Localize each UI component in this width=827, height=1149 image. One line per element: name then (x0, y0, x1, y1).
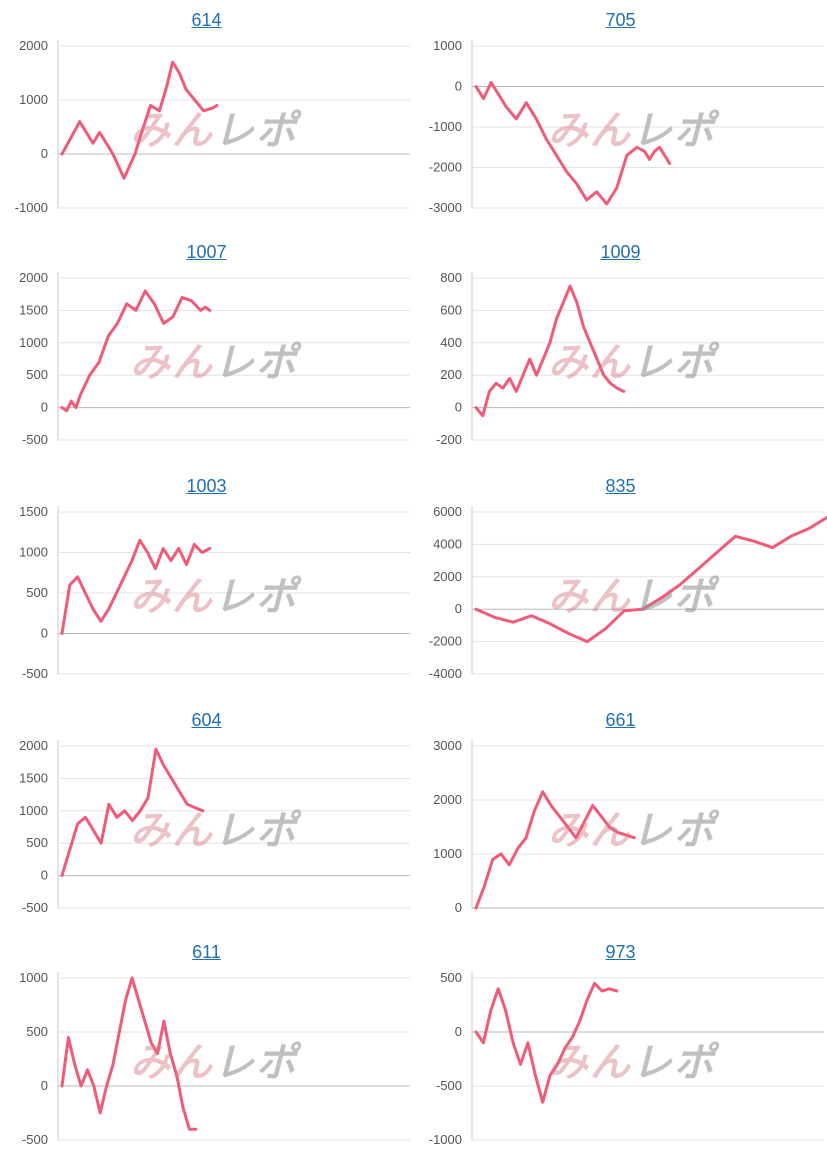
series-line (60, 60, 219, 180)
y-tick-label: 600 (440, 302, 462, 317)
line-chart: 2000 1000 0 -1000 (15, 38, 410, 215)
y-tick-label: -2000 (429, 634, 462, 649)
chart-title-link[interactable]: 661 (605, 710, 636, 730)
y-tick-label: 0 (455, 1024, 462, 1039)
y-tick-label: -1000 (429, 1132, 462, 1147)
y-tick-label: 0 (455, 601, 462, 616)
y-tick-label: 1000 (19, 335, 48, 350)
series-line (60, 538, 212, 635)
y-tick-label: 1000 (19, 545, 48, 560)
y-tick-label: 0 (41, 626, 48, 641)
chart-panel-705: 705 1000 0 -1000 -2000 -3000 みんレポ (414, 0, 827, 215)
chart-panel-614: 614 2000 1000 0 -1000 みんレポ (0, 0, 413, 215)
y-tick-label: 1000 (433, 846, 462, 861)
chart-title-link[interactable]: 1007 (186, 242, 227, 262)
y-tick-label: -500 (22, 1132, 48, 1147)
chart-title-link[interactable]: 611 (192, 942, 221, 962)
chart-title-link[interactable]: 614 (191, 10, 222, 30)
chart-panel-835: 835 6000 4000 2000 0 -2000 -4000 みんレポ (414, 466, 827, 681)
y-tick-label: 500 (26, 835, 48, 850)
y-tick-label: 1000 (433, 38, 462, 53)
y-tick-label: 0 (41, 1078, 48, 1093)
y-tick-label: 4000 (433, 536, 462, 551)
y-tick-label: 2000 (433, 792, 462, 807)
y-tick-label: -2000 (429, 160, 462, 175)
series-line (474, 284, 626, 418)
y-tick-label: 500 (26, 585, 48, 600)
series-line (474, 515, 827, 644)
y-tick-label: 2000 (19, 738, 48, 753)
y-tick-label: 2000 (19, 270, 48, 285)
chart-title-link[interactable]: 604 (191, 710, 222, 730)
y-tick-label: 0 (41, 400, 48, 415)
y-tick-label: 2000 (433, 569, 462, 584)
y-tick-label: -500 (436, 1078, 462, 1093)
series-line (474, 81, 672, 206)
y-tick-label: -500 (22, 666, 48, 681)
y-tick-label: 0 (455, 79, 462, 94)
chart-title-link[interactable]: 835 (605, 476, 636, 496)
y-tick-label: 1000 (19, 803, 48, 818)
chart-title-link[interactable]: 1009 (600, 242, 641, 262)
chart-panel-1003: 1003 1500 1000 500 0 -500 みんレポ (0, 466, 413, 681)
series-line (60, 976, 198, 1131)
chart-panel-973: 973 500 0 -500 -1000 みんレポ (414, 932, 827, 1147)
chart-title-link[interactable]: 1003 (186, 476, 227, 496)
line-chart: 2000 1500 1000 500 0 -500 (19, 738, 410, 915)
y-tick-label: 1500 (19, 302, 48, 317)
line-chart: 1000 500 0 -500 (19, 970, 410, 1147)
series-line (60, 289, 212, 413)
series-line (474, 981, 619, 1104)
line-chart: 1000 0 -1000 -2000 -3000 (429, 38, 824, 215)
chart-panel-1007: 1007 2000 1500 1000 500 0 -500 みんレポ (0, 232, 413, 447)
y-tick-label: 500 (26, 367, 48, 382)
y-tick-label: 500 (440, 970, 462, 985)
line-chart: 1500 1000 500 0 -500 (19, 504, 410, 681)
y-tick-label: 0 (41, 146, 48, 161)
y-tick-label: -500 (22, 432, 48, 447)
y-tick-label: 3000 (433, 738, 462, 753)
chart-panel-604: 604 2000 1500 1000 500 0 -500 みんレポ (0, 700, 413, 915)
line-chart: 800 600 400 200 0 -200 (436, 270, 824, 447)
chart-title-link[interactable]: 705 (605, 10, 636, 30)
series-line (60, 747, 205, 878)
chart-panel-1009: 1009 800 600 400 200 0 -200 みんレポ (414, 232, 827, 447)
y-tick-label: -4000 (429, 666, 462, 681)
y-tick-label: 0 (41, 868, 48, 883)
chart-panel-611: 611 1000 500 0 -500 みんレポ (0, 932, 413, 1147)
y-tick-label: -3000 (429, 200, 462, 215)
y-tick-label: -1000 (429, 119, 462, 134)
y-tick-label: 0 (455, 400, 462, 415)
chart-title-link[interactable]: 973 (605, 942, 636, 962)
y-tick-label: 6000 (433, 504, 462, 519)
y-tick-label: 1500 (19, 504, 48, 519)
line-chart: 3000 2000 1000 0 (433, 738, 824, 915)
y-tick-label: 400 (440, 335, 462, 350)
y-tick-label: -1000 (15, 200, 48, 215)
y-tick-label: -200 (436, 432, 462, 447)
y-tick-label: 0 (455, 900, 462, 915)
y-tick-label: -500 (22, 900, 48, 915)
chart-panel-661: 661 3000 2000 1000 0 みんレポ (414, 700, 827, 915)
y-tick-label: 1500 (19, 770, 48, 785)
y-tick-label: 200 (440, 367, 462, 382)
line-chart: 500 0 -500 -1000 (429, 970, 824, 1147)
y-tick-label: 1000 (19, 92, 48, 107)
line-chart: 2000 1500 1000 500 0 -500 (19, 270, 410, 447)
y-tick-label: 800 (440, 270, 462, 285)
y-tick-label: 1000 (19, 970, 48, 985)
line-chart: 6000 4000 2000 0 -2000 -4000 (429, 504, 827, 681)
series-line (474, 790, 636, 910)
y-tick-label: 2000 (19, 38, 48, 53)
y-tick-label: 500 (26, 1024, 48, 1039)
